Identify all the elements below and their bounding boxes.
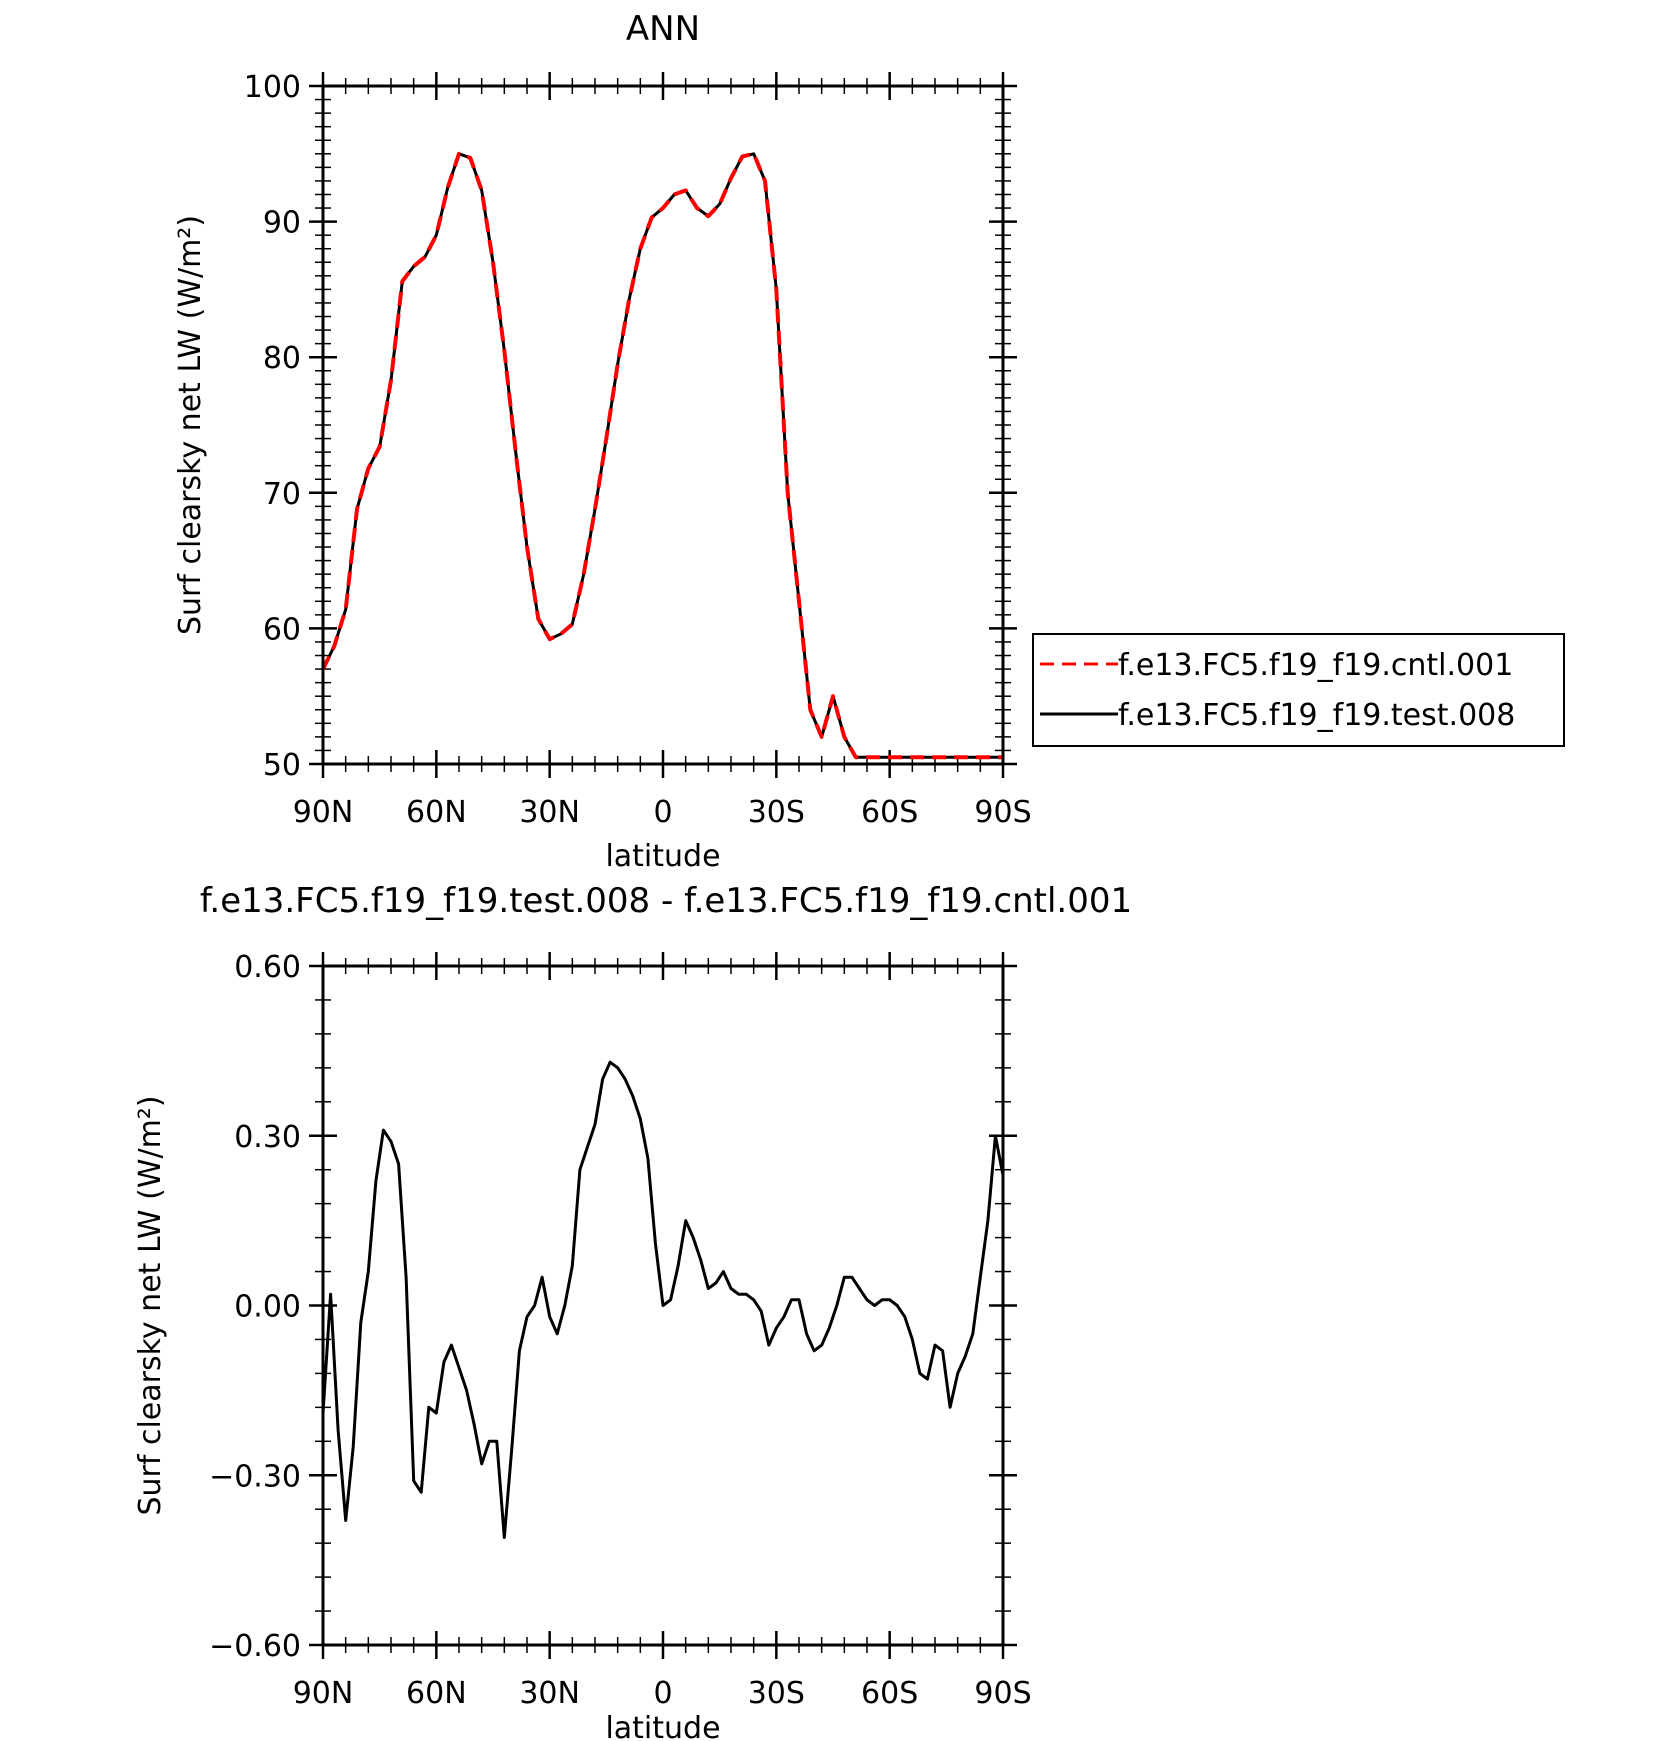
legend-box <box>1032 633 1565 747</box>
bottom-chart-panel: f.e13.FC5.f19_f19.test.008 - f.e13.FC5.f… <box>133 881 1132 1741</box>
y-tick-label: 80 <box>263 341 301 376</box>
bottom-chart-title: f.e13.FC5.f19_f19.test.008 - f.e13.FC5.f… <box>200 881 1132 921</box>
y-tick-label: 0.30 <box>234 1120 301 1155</box>
top-chart-ticks <box>309 72 1017 778</box>
top-chart-legend: f.e13.FC5.f19_f19.cntl.001 f.e13.FC5.f19… <box>1032 633 1565 747</box>
x-tick-label: 30N <box>519 1676 580 1711</box>
y-tick-label: −0.60 <box>209 1629 301 1664</box>
bottom-chart-frame <box>321 964 1005 1647</box>
x-tick-label: 30S <box>748 1676 805 1711</box>
y-tick-label: 50 <box>263 748 301 783</box>
bottom-chart-tick-labels: 0.60 0.30 0.00 −0.30 −0.60 90N 60N 30N 0 30S 60S 90… <box>209 950 1032 1711</box>
top-chart-frame <box>321 84 1005 766</box>
top-chart-y-axis-label: Surf clearsky net LW (W/m²) <box>173 215 208 635</box>
y-tick-label: 100 <box>244 70 301 105</box>
top-chart-series <box>321 151 1003 760</box>
x-tick-label: 60N <box>406 1676 467 1711</box>
x-tick-label: 30S <box>748 795 805 830</box>
y-tick-label: 0.60 <box>234 950 301 985</box>
x-tick-label: 60S <box>861 1676 918 1711</box>
x-tick-label: 60N <box>406 795 467 830</box>
y-tick-label: 90 <box>263 206 301 241</box>
bottom-chart-y-axis-label: Surf clearsky net LW (W/m²) <box>133 1095 168 1515</box>
x-tick-label: 60S <box>861 795 918 830</box>
top-chart-panel: ANN 100 90 80 70 60 50 90N 60N 30N 0 30S 60S 90S lat… <box>173 9 1565 874</box>
top-chart-tick-labels: 100 90 80 70 60 50 90N 60N 30N 0 30S 60S 90S <box>244 70 1032 830</box>
x-tick-label: 90N <box>293 795 354 830</box>
x-tick-label: 90N <box>293 1676 354 1711</box>
series-line-0 <box>321 1060 1005 1539</box>
bottom-chart-series <box>321 1060 1005 1539</box>
x-tick-label: 0 <box>653 1676 672 1711</box>
legend-label-test: f.e13.FC5.f19_f19.test.008 <box>1118 698 1515 733</box>
y-tick-label: 0.00 <box>234 1290 301 1325</box>
y-tick-label: −0.30 <box>209 1459 301 1494</box>
top-chart-x-axis-label: latitude <box>605 839 720 874</box>
x-tick-label: 90S <box>974 795 1031 830</box>
x-tick-label: 30N <box>519 795 580 830</box>
legend-label-cntl: f.e13.FC5.f19_f19.cntl.001 <box>1118 648 1513 683</box>
series-line-1 <box>321 152 1003 759</box>
top-chart-title: ANN <box>626 9 700 49</box>
y-tick-label: 70 <box>263 477 301 512</box>
y-tick-label: 60 <box>263 612 301 647</box>
x-tick-label: 0 <box>653 795 672 830</box>
series-line-0 <box>321 151 1003 760</box>
x-tick-label: 90S <box>974 1676 1031 1711</box>
bottom-chart-x-axis-label: latitude <box>605 1711 720 1741</box>
